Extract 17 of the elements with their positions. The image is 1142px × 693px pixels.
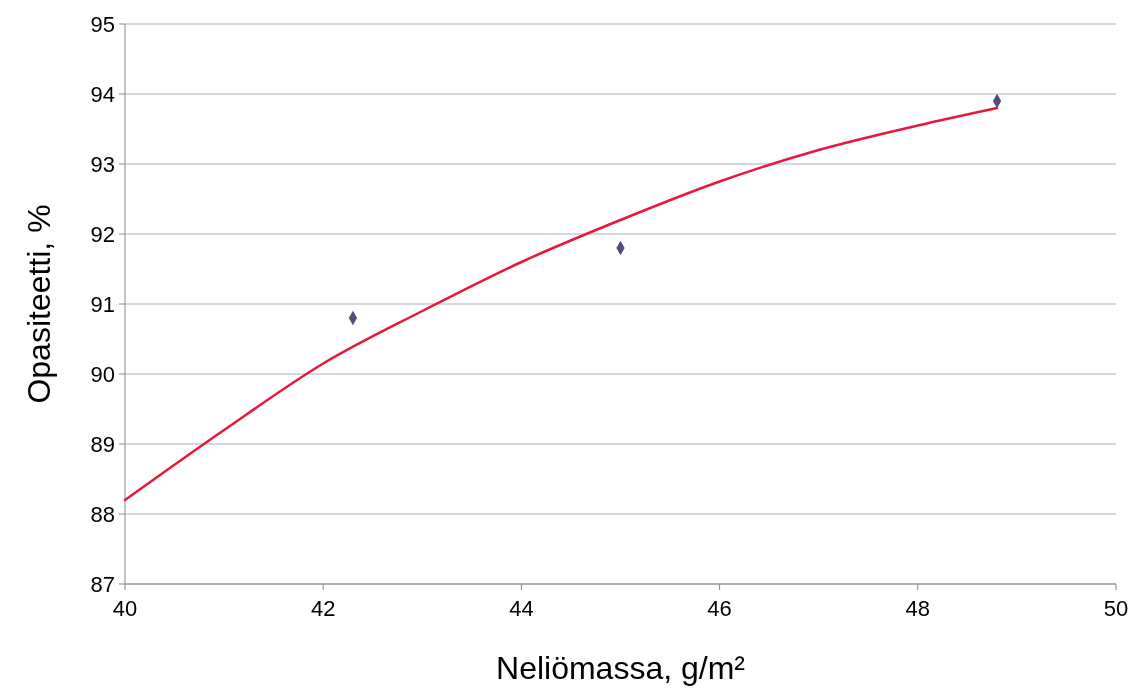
y-tick-label: 95: [90, 11, 115, 37]
x-axis-title: Neliömassa, g/m²: [496, 650, 746, 686]
x-tick-label: 42: [310, 596, 336, 621]
x-tick-label: 46: [707, 596, 732, 621]
y-tick-label: 90: [90, 361, 115, 387]
x-tick-label: 48: [905, 596, 931, 621]
y-tick-label: 94: [90, 81, 115, 107]
y-tick-label: 92: [90, 221, 115, 247]
x-tick-label: 44: [509, 596, 534, 621]
y-tick-label: 89: [90, 431, 115, 457]
y-tick-label: 91: [90, 291, 115, 317]
y-tick-label: 93: [90, 151, 115, 177]
y-axis-title: Opasiteetti, %: [21, 204, 57, 404]
y-tick-label: 88: [90, 501, 115, 527]
x-tick-label: 50: [1103, 596, 1129, 621]
y-tick-label: 87: [90, 571, 115, 597]
x-tick-label: 40: [112, 596, 138, 621]
